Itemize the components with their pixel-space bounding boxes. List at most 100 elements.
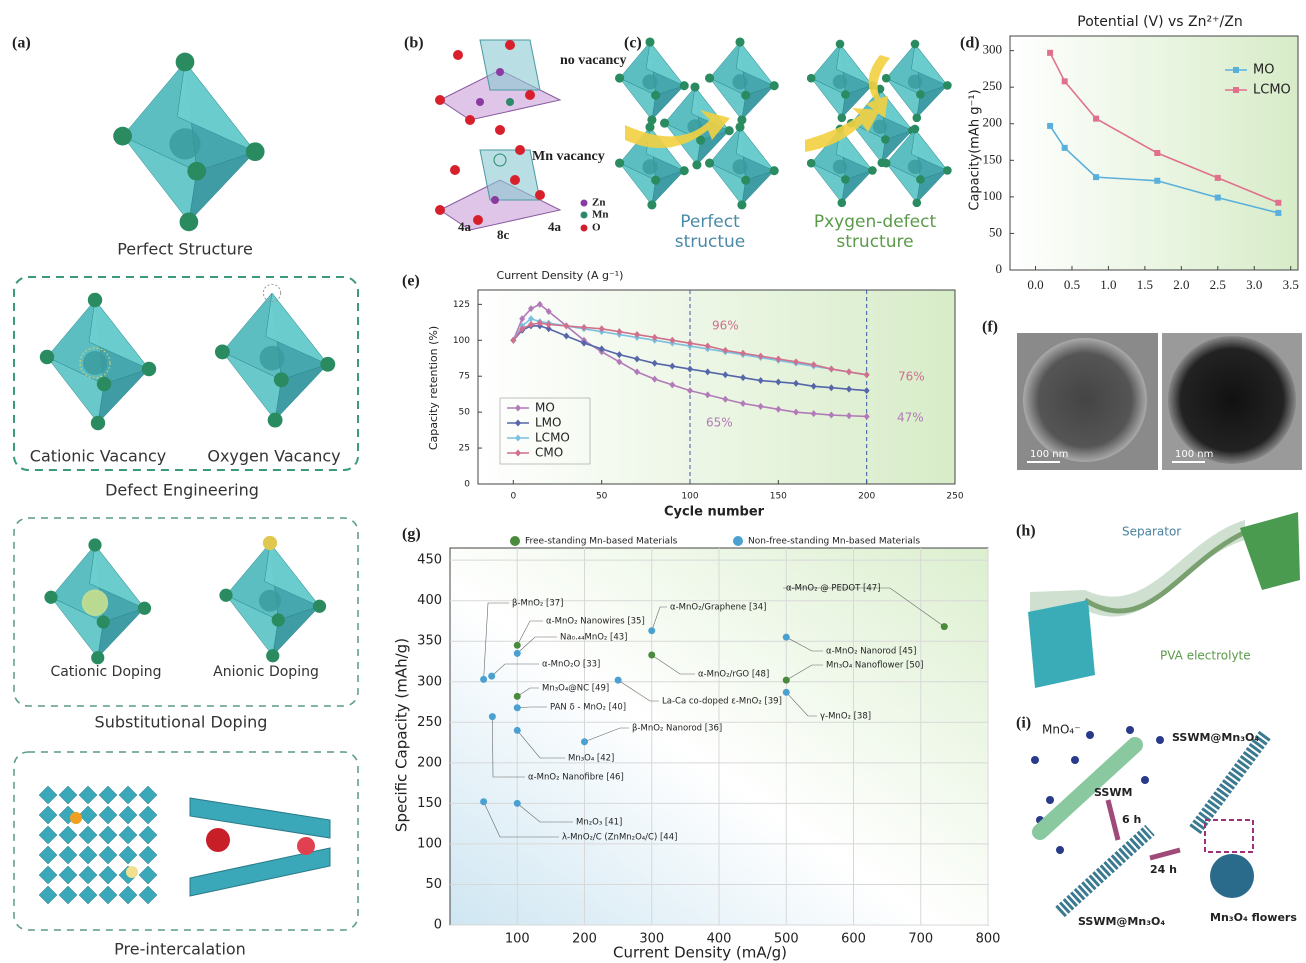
lattice-unit: [139, 806, 157, 824]
zn-atom: [496, 68, 504, 76]
atom: [770, 81, 779, 90]
lattice-unit: [39, 846, 57, 864]
atom: [911, 125, 920, 134]
legend-marker: [510, 536, 520, 546]
y-tick-label: 0: [434, 918, 442, 933]
lattice-unit: [99, 866, 117, 884]
point: [514, 693, 521, 700]
panel-label: (g): [402, 526, 421, 543]
point: [783, 634, 790, 641]
x-tick-label: 0.0: [1027, 277, 1043, 292]
marker: [1215, 195, 1221, 201]
step-label: 24 h: [1150, 863, 1177, 876]
point-label: Mn₃O₄@NC [49]: [542, 684, 609, 694]
atom: [705, 74, 714, 83]
atom: [882, 74, 891, 83]
x-tick-label: 200: [858, 492, 875, 502]
ion-dot: [1031, 756, 1039, 764]
point-label: α-MnO₂ Nanofibre [46]: [528, 773, 624, 783]
annotation: 65%: [706, 416, 733, 430]
atom: [943, 81, 952, 90]
x-tick-label: 1.0: [1100, 277, 1116, 292]
y-tick-label: 125: [453, 300, 470, 310]
callout: Mn₃O₄ flowers: [1210, 911, 1297, 924]
y-tick-label: 0: [996, 261, 1003, 276]
atom: [615, 74, 624, 83]
caption: Anionic Doping: [213, 664, 319, 680]
marker: [1062, 78, 1068, 84]
page: {"panels": { "a": {"label": "(a)", "perf…: [0, 0, 1306, 963]
atom: [268, 413, 283, 428]
marker: [1275, 210, 1281, 216]
annotation: 96%: [712, 319, 739, 333]
atom: [868, 166, 877, 175]
lattice-unit: [139, 886, 157, 904]
atom: [97, 615, 110, 628]
point: [480, 676, 487, 683]
guest-ion: [297, 837, 315, 855]
legend-label: Free-standing Mn-based Materials: [525, 537, 678, 547]
lattice-unit: [39, 826, 57, 844]
point-label: β-MnO₂ [37]: [512, 599, 563, 609]
center-atom: [642, 74, 657, 89]
lattice-unit: [139, 866, 157, 884]
lattice-unit: [39, 866, 57, 884]
x-tick-label: 3.5: [1283, 277, 1299, 292]
y-axis-label: Capacity retention (%): [427, 326, 440, 450]
point: [514, 642, 521, 649]
o-atom: [435, 205, 445, 215]
point-label: La-Ca co-doped ε-MnO₂ [39]: [662, 697, 782, 707]
atom: [113, 127, 132, 146]
y-tick-label: 50: [425, 877, 442, 892]
y-tick-label: 250: [983, 78, 1003, 93]
y-axis-label: Specific Capacity (mAh/g): [393, 638, 411, 832]
annotation: 76%: [898, 370, 925, 384]
y-tick-label: 200: [417, 755, 442, 770]
panel-label: (h): [1016, 523, 1036, 540]
o-atom: [495, 125, 505, 135]
atom: [690, 82, 699, 91]
caption: structue: [675, 232, 746, 252]
y-tick-label: 50: [989, 224, 1002, 239]
ion-dot: [1126, 726, 1134, 734]
point-label: Mn₃O₄ Nanoflower [50]: [826, 661, 923, 671]
point-label: α-MnO₂/rGO [48]: [698, 670, 769, 680]
y-tick-label: 150: [983, 151, 1003, 166]
site-label: 4a: [458, 219, 472, 234]
lattice-unit: [59, 886, 77, 904]
point: [514, 704, 521, 711]
panel-label: (i): [1016, 715, 1031, 732]
atom: [735, 37, 744, 46]
panel-label: (d): [960, 35, 980, 52]
point: [581, 738, 588, 745]
legend-label: CMO: [535, 446, 563, 460]
legend-label: Zn: [592, 197, 605, 209]
panel-label: (b): [404, 35, 424, 52]
y-tick-label: 75: [459, 372, 470, 382]
marker: [1093, 116, 1099, 122]
chart-title: Potential (V) vs Zn²⁺/Zn: [1077, 14, 1242, 30]
atom: [176, 53, 195, 72]
atom: [836, 40, 845, 49]
y-tick-label: 400: [417, 593, 442, 608]
atom: [88, 293, 102, 307]
atom: [770, 166, 779, 175]
atom: [615, 159, 624, 168]
legend-dot: [581, 225, 588, 232]
caption: Cationic Doping: [50, 664, 161, 680]
caption: Substitutional Doping: [95, 713, 268, 732]
lattice-unit: [119, 886, 137, 904]
point-label: PAN δ - MnO₂ [40]: [550, 703, 626, 713]
atom: [680, 81, 689, 90]
atom: [651, 91, 660, 100]
x-tick-label: 3.0: [1246, 277, 1262, 292]
center-atom: [259, 590, 281, 612]
guest-ion: [206, 828, 230, 852]
lattice-unit: [79, 826, 97, 844]
atom: [916, 90, 925, 99]
lattice-unit: [119, 786, 137, 804]
y-tick-label: 200: [983, 115, 1003, 130]
marker: [1154, 178, 1160, 184]
atom: [645, 122, 654, 131]
o-atom: [473, 215, 483, 225]
